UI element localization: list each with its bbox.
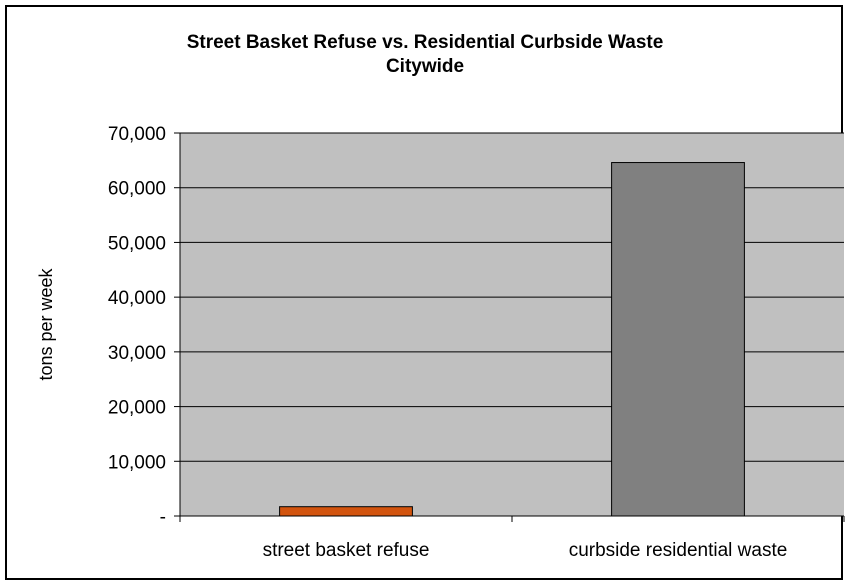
y-tick-label: 40,000 bbox=[108, 288, 166, 309]
y-tick-label: 10,000 bbox=[108, 452, 166, 473]
bar bbox=[279, 506, 413, 517]
x-tick-label: curbside residential waste bbox=[569, 540, 788, 561]
axes bbox=[174, 132, 845, 522]
y-tick-label: 60,000 bbox=[108, 179, 166, 200]
y-axis-title: tons per week bbox=[36, 267, 56, 380]
bar bbox=[611, 162, 745, 517]
y-tick-label: 50,000 bbox=[108, 233, 166, 254]
x-tick-label: street basket refuse bbox=[263, 540, 430, 561]
bars bbox=[279, 162, 745, 517]
y-tick-label: 30,000 bbox=[108, 343, 166, 364]
y-tick-label: - bbox=[160, 507, 166, 528]
chart-title: Street Basket Refuse vs. Residential Cur… bbox=[186, 32, 664, 53]
y-tick-label: 20,000 bbox=[108, 398, 166, 419]
axis-labels: - 10,000 20,000 30,000 40,000 50,000 60,000 70,… bbox=[108, 124, 787, 561]
chart-subtitle: Citywide bbox=[385, 56, 465, 77]
y-tick-label: 70,000 bbox=[108, 124, 166, 145]
